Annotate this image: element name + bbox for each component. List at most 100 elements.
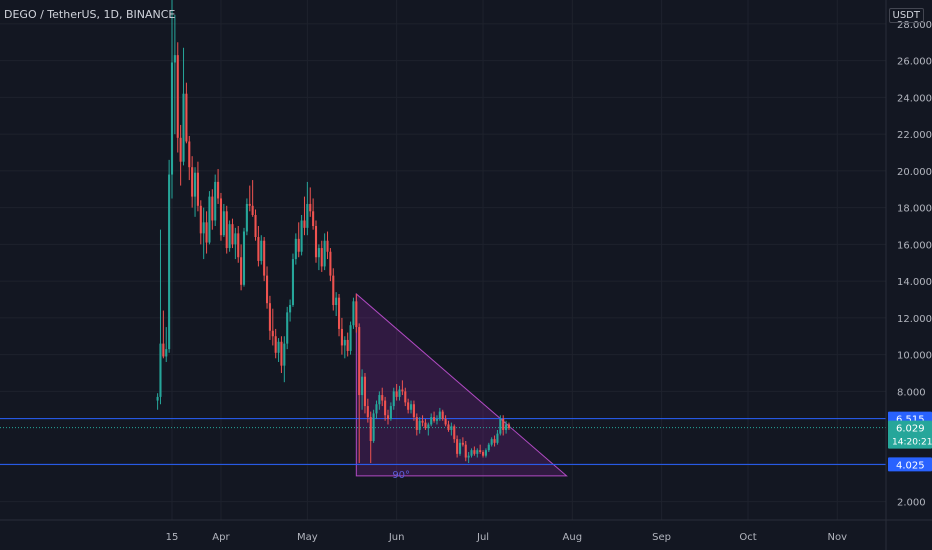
y-tick-label: 24.000 bbox=[897, 93, 932, 104]
candle-body bbox=[300, 220, 303, 252]
x-tick-label: Jun bbox=[388, 532, 405, 543]
candle-body bbox=[421, 420, 424, 423]
y-tick-label: 10.000 bbox=[897, 351, 932, 362]
candle-body bbox=[280, 341, 283, 366]
candle-body bbox=[317, 248, 320, 258]
candle-body bbox=[375, 404, 378, 414]
candle-body bbox=[346, 339, 349, 351]
candle-body bbox=[473, 450, 476, 454]
candle-body bbox=[297, 238, 300, 252]
candle-body bbox=[349, 325, 352, 351]
candle-body bbox=[179, 137, 182, 162]
candle-body bbox=[381, 395, 384, 401]
candle-body bbox=[162, 343, 165, 357]
candle-body bbox=[418, 420, 421, 430]
candle-body bbox=[438, 411, 441, 419]
y-tick-label: 28.000 bbox=[897, 20, 932, 31]
candle-body bbox=[257, 237, 260, 261]
candle-body bbox=[392, 391, 395, 407]
candle-body bbox=[263, 240, 266, 276]
y-tick-label: 14.000 bbox=[897, 277, 932, 288]
x-tick-label: Aug bbox=[563, 532, 583, 543]
candle-body bbox=[378, 395, 381, 405]
candle-body bbox=[493, 439, 496, 443]
candle-body bbox=[326, 240, 329, 252]
candle-body bbox=[156, 396, 159, 401]
triangle-shape bbox=[355, 292, 568, 477]
candle-body bbox=[447, 424, 450, 430]
candle-body bbox=[355, 301, 358, 328]
candle-body bbox=[505, 424, 508, 430]
candle-body bbox=[211, 196, 214, 221]
candle-body bbox=[496, 433, 499, 443]
candle-body bbox=[352, 301, 355, 326]
candle-body bbox=[320, 248, 323, 267]
x-tick-label: Apr bbox=[212, 532, 230, 543]
candle-body bbox=[424, 422, 427, 429]
candle-body bbox=[395, 391, 398, 397]
candle-body bbox=[476, 450, 479, 454]
candle-body bbox=[196, 172, 199, 206]
candle-body bbox=[401, 389, 404, 392]
candle-body bbox=[228, 224, 231, 249]
candle-body bbox=[191, 167, 194, 197]
candle-body bbox=[499, 418, 502, 434]
y-tick-label: 2.000 bbox=[897, 498, 926, 509]
candle-body bbox=[234, 233, 237, 245]
candle-body bbox=[219, 198, 223, 236]
candle-body bbox=[170, 62, 174, 175]
candle-body bbox=[386, 415, 390, 419]
candle-body bbox=[222, 211, 225, 236]
candle-body bbox=[193, 172, 197, 197]
x-tick-label: May bbox=[297, 532, 318, 543]
candle-body bbox=[286, 312, 289, 344]
candle-body bbox=[430, 417, 433, 425]
candle-body bbox=[398, 389, 401, 397]
candle-body bbox=[289, 305, 292, 313]
y-tick-label: 16.000 bbox=[897, 240, 932, 251]
candle-body bbox=[291, 259, 295, 306]
candle-body bbox=[182, 93, 185, 162]
candle-body bbox=[309, 203, 312, 212]
candle-body bbox=[208, 196, 211, 243]
candle-body bbox=[384, 400, 387, 416]
candle-body bbox=[268, 303, 271, 331]
triangle-angle-label: 90° bbox=[392, 470, 410, 481]
candle-body bbox=[361, 376, 364, 396]
candle-body bbox=[335, 297, 338, 306]
triangle-drawing[interactable]: 90° bbox=[355, 292, 568, 481]
price-line-label: 4.025 bbox=[896, 460, 925, 471]
candle-body bbox=[366, 406, 369, 418]
candle-body bbox=[458, 442, 462, 454]
candle-body bbox=[240, 257, 243, 285]
candle-body bbox=[254, 214, 257, 238]
candle-body bbox=[337, 297, 341, 329]
y-tick-label: 22.000 bbox=[897, 130, 932, 141]
candle-body bbox=[323, 240, 326, 267]
y-tick-label: 8.000 bbox=[897, 387, 926, 398]
symbol-title[interactable]: DEGO / TetherUS, 1D, BINANCE bbox=[4, 8, 176, 21]
currency-badge[interactable]: USDT bbox=[888, 8, 924, 23]
candle-body bbox=[176, 55, 179, 138]
candle-body bbox=[453, 426, 456, 440]
candle-body bbox=[294, 238, 297, 260]
candle-body bbox=[251, 205, 254, 215]
candle-body bbox=[225, 211, 228, 249]
candles bbox=[156, 0, 511, 464]
candle-body bbox=[242, 231, 246, 285]
candle-body bbox=[358, 327, 361, 396]
candle-body bbox=[265, 275, 269, 304]
candle-body bbox=[409, 404, 413, 410]
candle-body bbox=[441, 411, 444, 419]
candle-body bbox=[260, 240, 263, 261]
candle-body bbox=[502, 418, 505, 430]
candle-body bbox=[231, 224, 234, 245]
candle-body bbox=[435, 418, 439, 421]
candle-body bbox=[427, 424, 430, 429]
candle-body bbox=[404, 391, 407, 403]
current-price-label: 6.029 bbox=[896, 424, 925, 435]
candle-body bbox=[407, 402, 410, 410]
candle-body bbox=[277, 341, 280, 353]
